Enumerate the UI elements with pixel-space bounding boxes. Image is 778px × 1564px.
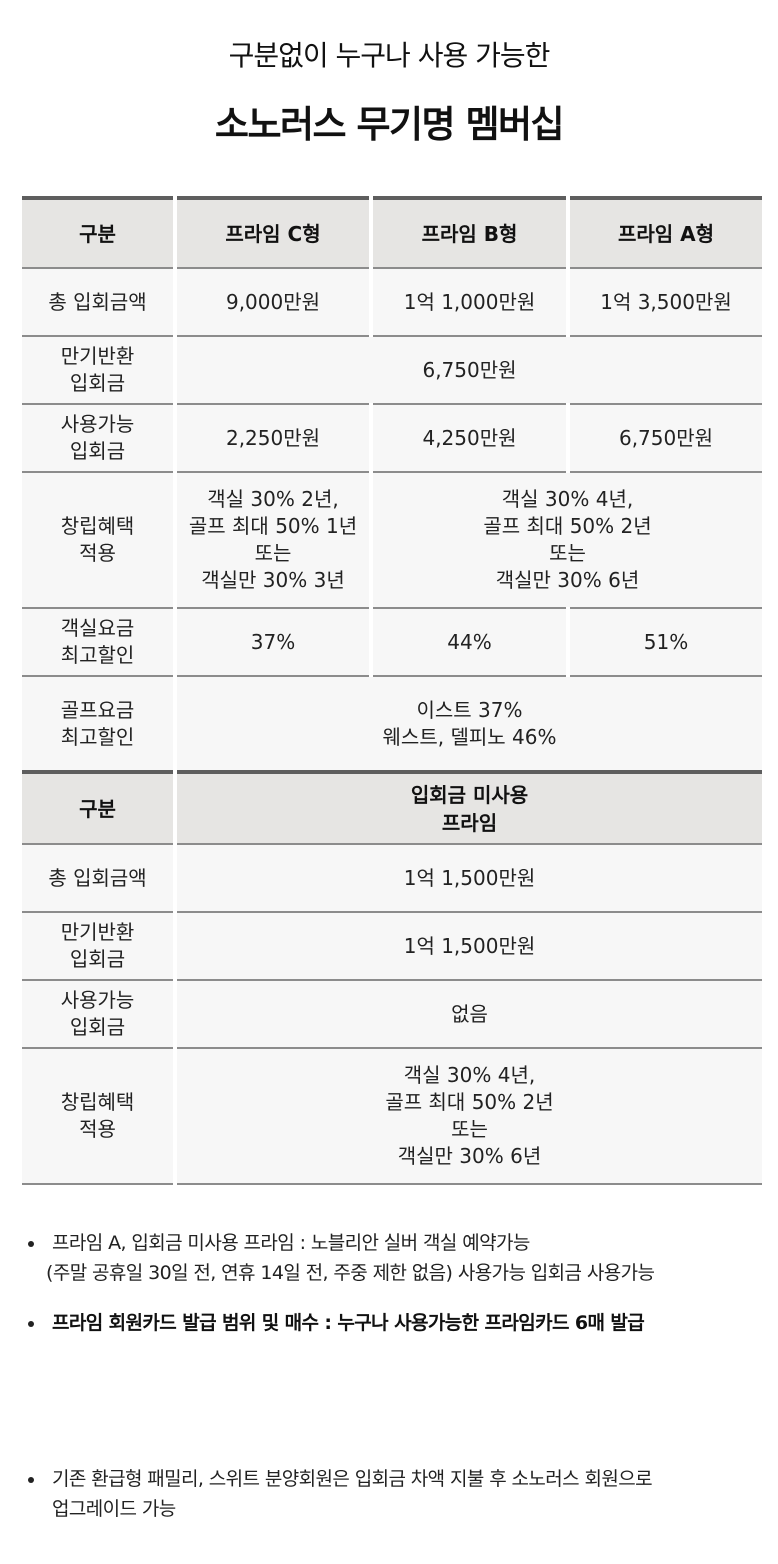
cell-prime-b: 4,250만원 [371,404,570,473]
cell-value: 객실 30% 4년, 골프 최대 50% 2년 또는 객실만 30% 6년 [175,1048,762,1185]
row-label: 사용가능 입회금 [22,980,177,1049]
table-row-refund-fee: 만기반환 입회금 6,750만원 [22,336,762,405]
header-cell-prime-c: 프라임 C형 [175,198,373,269]
cell-prime-b: 44% [371,608,570,677]
table-header-row: 구분 입회금 미사용 프라임 [22,772,762,845]
bullet-icon [28,1241,34,1247]
cell-value: 없음 [175,980,762,1049]
notes-section: 프라임 회원카드 발급 범위 및 매수 : 누구나 사용가능한 프라임카드 6매… [22,1308,762,1338]
table-row-room-discount: 객실요금 최고할인 37% 44% 51% [22,608,762,677]
header-cell-prime-a: 프라임 A형 [568,198,762,269]
row-label: 골프요금 최고할인 [22,676,177,773]
cell-value: 1억 1,500만원 [175,912,762,981]
note-silver-room: 프라임 A, 입회금 미사용 프라임 : 노블리안 실버 객실 예약가능 (주말… [22,1228,762,1288]
table-row-total-fee: 총 입회금액 9,000만원 1억 1,000만원 1억 3,500만원 [22,268,762,337]
notes-section: 기존 환급형 패밀리, 스위트 분양회원은 입회금 차액 지불 후 소노러스 회… [22,1464,762,1524]
cell-prime-a: 6,750만원 [568,404,762,473]
row-label: 창립혜택 적용 [22,1048,177,1185]
cell-prime-b: 1억 1,000만원 [371,268,570,337]
row-label: 만기반환 입회금 [22,336,177,405]
note-upgrade: 기존 환급형 패밀리, 스위트 분양회원은 입회금 차액 지불 후 소노러스 회… [22,1464,762,1524]
bullet-icon [28,1477,34,1483]
row-label: 총 입회금액 [22,268,177,337]
cell-prime-c: 객실 30% 2년, 골프 최대 50% 1년 또는 객실만 30% 3년 [175,472,373,609]
note-card-issue: 프라임 회원카드 발급 범위 및 매수 : 누구나 사용가능한 프라임카드 6매… [22,1308,762,1338]
table-row-usable-fee: 사용가능 입회금 없음 [22,980,762,1049]
row-label: 사용가능 입회금 [22,404,177,473]
cell-all-types: 6,750만원 [175,336,762,405]
cell-prime-a: 51% [568,608,762,677]
cell-value: 1억 1,500만원 [175,844,762,913]
cell-prime-c: 2,250만원 [175,404,373,473]
cell-prime-c: 9,000만원 [175,268,373,337]
bullet-icon [28,1321,34,1327]
cell-all-types: 이스트 37% 웨스트, 델피노 46% [175,676,762,773]
page-title: 소노러스 무기명 멤버십 [214,103,565,146]
header-cell-category: 구분 [22,772,177,845]
cell-prime-c: 37% [175,608,373,677]
cell-prime-a: 1억 3,500만원 [568,268,762,337]
table-row-refund-fee: 만기반환 입회금 1억 1,500만원 [22,912,762,981]
table-row-total-fee: 총 입회금액 1억 1,500만원 [22,844,762,913]
table-header-row: 구분 프라임 C형 프라임 B형 프라임 A형 [22,198,762,269]
table-row-golf-discount: 골프요금 최고할인 이스트 37% 웨스트, 델피노 46% [22,676,762,773]
header-cell-non-use-prime: 입회금 미사용 프라임 [175,772,762,845]
page-subtitle: 구분없이 누구나 사용 가능한 [228,39,551,72]
row-label: 만기반환 입회금 [22,912,177,981]
table-row-usable-fee: 사용가능 입회금 2,250만원 4,250만원 6,750만원 [22,404,762,473]
notes-section: 프라임 A, 입회금 미사용 프라임 : 노블리안 실버 객실 예약가능 (주말… [22,1228,762,1288]
header-cell-prime-b: 프라임 B형 [371,198,570,269]
non-use-prime-table: 구분 입회금 미사용 프라임 총 입회금액 1억 1,500만원 만기반환 입회… [22,770,762,1185]
row-label: 총 입회금액 [22,844,177,913]
header-cell-category: 구분 [22,198,177,269]
table-row-founding-benefit: 창립혜택 적용 객실 30% 2년, 골프 최대 50% 1년 또는 객실만 3… [22,472,762,609]
row-label: 객실요금 최고할인 [22,608,177,677]
table-row-founding-benefit: 창립혜택 적용 객실 30% 4년, 골프 최대 50% 2년 또는 객실만 3… [22,1048,762,1185]
row-label: 창립혜택 적용 [22,472,177,609]
cell-prime-b-a: 객실 30% 4년, 골프 최대 50% 2년 또는 객실만 30% 6년 [371,472,762,609]
membership-comparison-table: 구분 프라임 C형 프라임 B형 프라임 A형 총 입회금액 9,000만원 1… [22,196,762,773]
